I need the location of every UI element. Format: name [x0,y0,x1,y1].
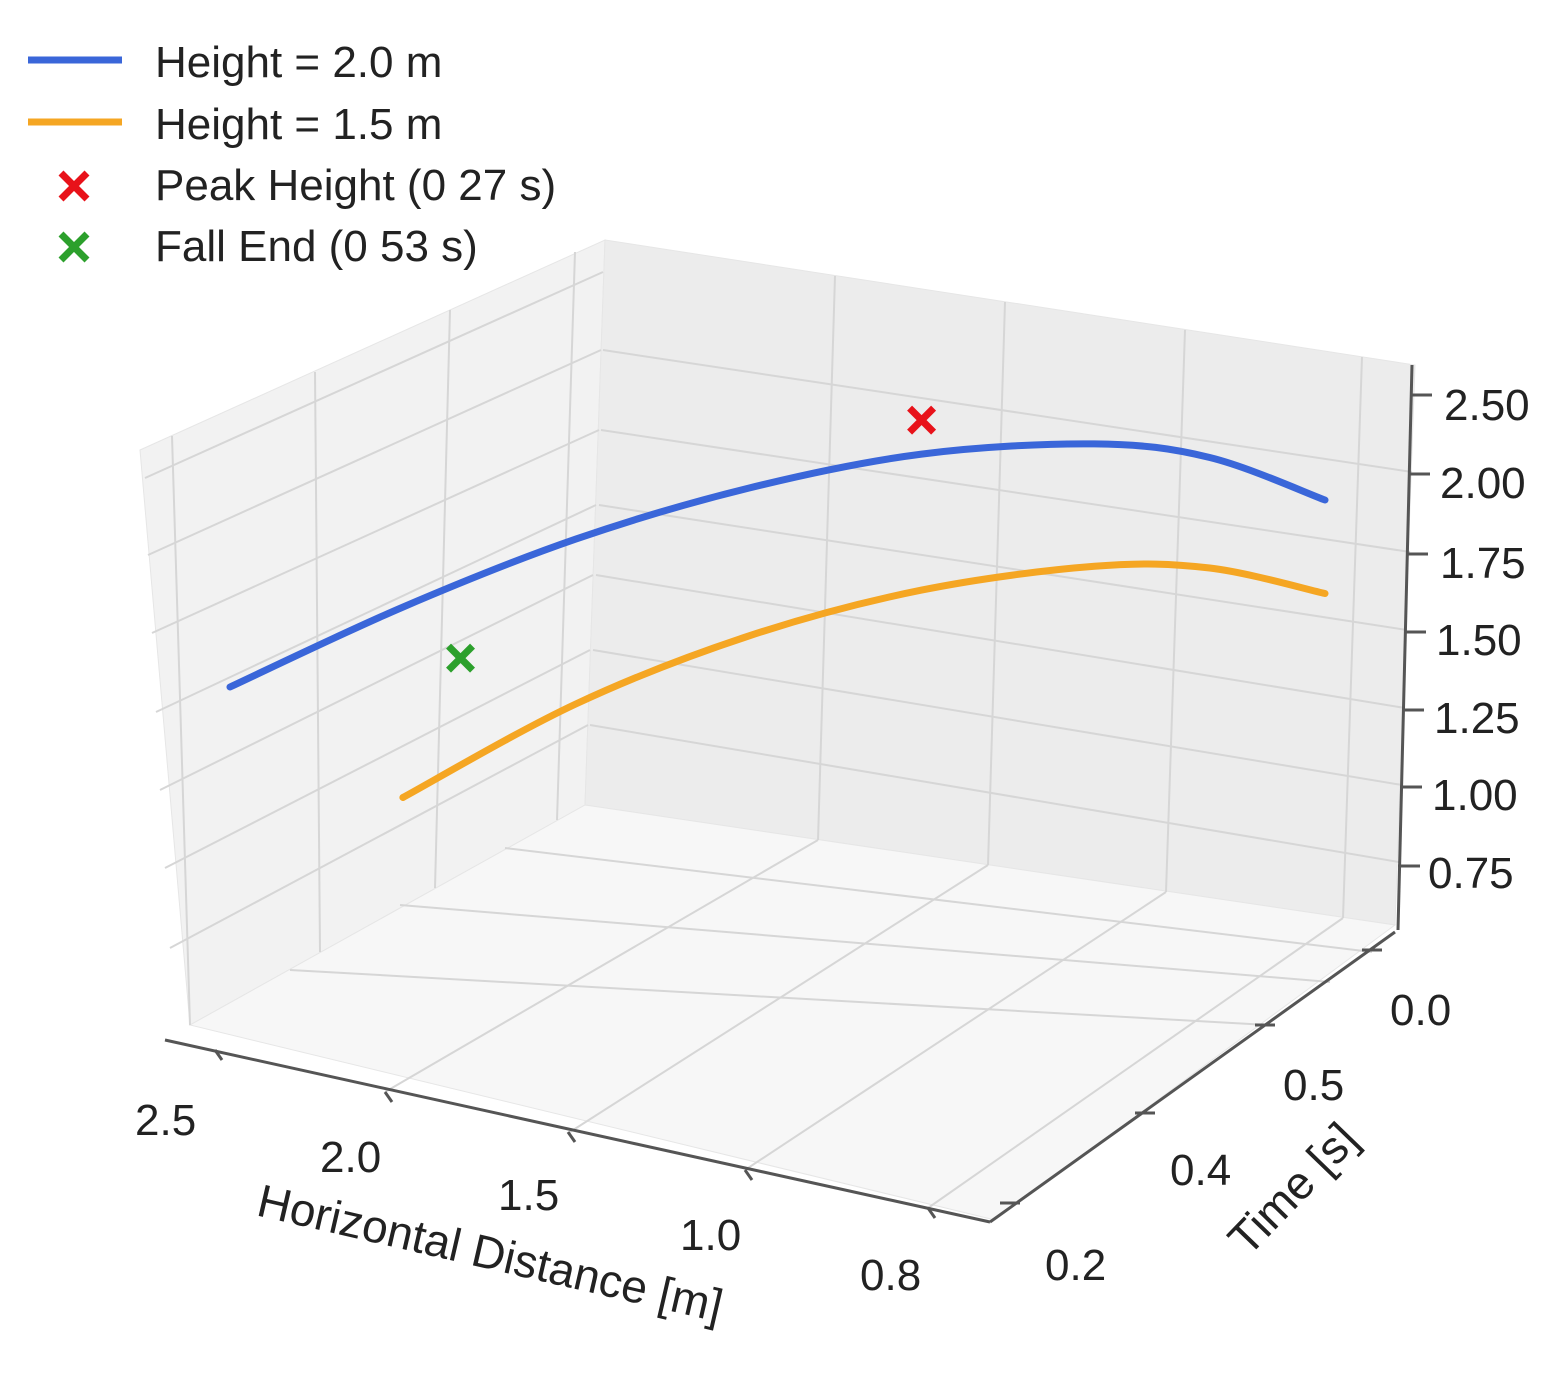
series-line-height-2-0-m [226,440,1329,691]
grid-line [169,724,589,949]
x-marker-fall-end-0-53-s [446,643,476,673]
series-layer [226,405,1329,801]
z-tick-label: 2.00 [1440,459,1526,508]
grid-line [598,504,1408,631]
x-tick-label: 2.0 [320,1133,381,1182]
floor-pane [188,804,1397,1221]
y-tick-label: 0.0 [1390,986,1451,1035]
x-tick-mark [213,1049,224,1061]
series-line-height-1-5-m [399,560,1329,801]
grid-line [595,574,1406,709]
axes-panes [139,239,1416,1221]
x-tick-mark [743,1169,754,1181]
grid-line [817,275,836,841]
z-tick-label: 1.50 [1436,616,1522,665]
x-tick-label: 2.5 [135,1096,196,1145]
grid-line [151,429,600,634]
grid-line [147,349,602,556]
y-tick-label: 0.2 [1045,1241,1106,1290]
x-tick-labels: 2.5 2.0 1.5 1.0 0.8 [135,1096,921,1300]
legend-label: Height = 1.5 m [155,100,442,149]
grid-line [164,649,591,869]
x-tick-mark [926,1207,937,1219]
grid-line [600,429,1411,553]
legend-x-marker-peak-height [58,170,90,202]
x-tick-mark [383,1091,394,1103]
z-tick-label: 1.75 [1440,539,1526,588]
grid-line [314,371,321,953]
y-tick-labels: 0.2 0.4 0.5 0.0 [1045,986,1451,1290]
x-axis-title: Horizontal Distance [m] [253,1174,728,1332]
x-tick-label: 0.8 [860,1251,921,1300]
z-tick-label: 0.75 [1428,849,1514,898]
y-ticks [1000,948,1382,1205]
z-tick-label: 1.25 [1434,694,1520,743]
legend-label: Fall End (0 53 s) [155,222,478,271]
grid-line [602,349,1413,473]
grid-line [399,904,1331,983]
axis-lines [164,364,1414,1224]
legend-x-icon-stroke [58,170,90,202]
grid-line [589,724,1400,863]
z-ticks [1398,393,1432,868]
y-axis-line [989,930,1396,1224]
grid-line [744,891,1167,1171]
x-ticks [213,1049,937,1219]
y-axis-title: Time [s] [1218,1112,1368,1265]
legend-x-icon [58,170,90,202]
legend-label: Peak Height (0 27 s) [155,161,556,210]
grid-line [434,309,451,889]
grid-line [927,917,1344,1209]
y-tick-label: 0.5 [1283,1061,1344,1110]
x-marker-peak-height-0-27-s-stroke [907,405,937,435]
grid-line [1165,329,1186,893]
grid-line [987,301,1006,866]
z-axis-line [1396,364,1414,931]
x-axis-line [164,1038,991,1224]
grid-line [556,251,576,821]
grid-line [504,847,1373,953]
grid-line [384,839,819,1093]
grid-line [155,504,597,713]
x-tick-label: 1.0 [680,1211,741,1260]
grid-line [289,969,1269,1026]
legend-label: Height = 2.0 m [155,38,442,87]
grid-line [171,435,191,1026]
x-marker-peak-height-0-27-s [907,405,937,435]
z-tick-labels: 0.75 1.00 1.25 1.50 1.75 2.00 2.50 [1428,381,1530,898]
legend: Height = 2.0 m Height = 1.5 m Peak Heigh… [28,38,556,271]
grid-lines [144,251,1413,1209]
y-tick-label: 0.4 [1170,1146,1231,1195]
x-marker-fall-end-0-53-s-stroke [446,643,476,673]
grid-line [159,574,594,791]
z-tick-label: 2.50 [1444,381,1530,430]
legend-x-icon [58,231,90,263]
z-tick-label: 1.00 [1432,771,1518,820]
legend-x-icon-stroke [58,231,90,263]
grid-line [1342,356,1363,919]
grid-line [144,271,604,479]
x-tick-label: 1.5 [498,1171,559,1220]
x-tick-mark [566,1131,577,1143]
legend-x-marker-fall-end [58,231,90,263]
grid-line [592,649,1403,786]
